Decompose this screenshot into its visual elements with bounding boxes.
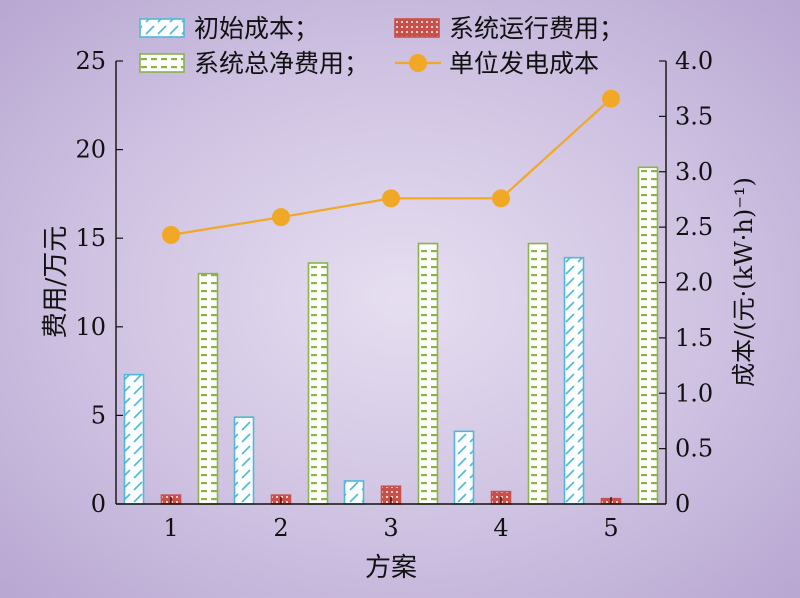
y2-tick-label: 1.0	[675, 379, 713, 407]
point-unit-cost-c3	[382, 189, 400, 208]
y2-tick-label: 3.0	[675, 158, 713, 186]
y-axis-title: 费用/万元	[41, 226, 71, 339]
y-tick-label: 15	[75, 224, 106, 252]
y2-tick-label: 1.5	[675, 324, 713, 352]
legend-label-3: 系统总净费用；	[194, 49, 369, 78]
y2-axis-title: 成本/(元·(kW·h)⁻¹)	[730, 177, 758, 387]
y-tick-label: 20	[75, 136, 106, 164]
point-unit-cost-c4	[492, 189, 510, 208]
legend-label-1: 初始成本；	[194, 14, 319, 43]
bar-s1-c5	[563, 256, 585, 505]
y2-tick-label: 0	[675, 490, 690, 518]
bar-s3-c5	[637, 166, 659, 505]
y-tick-label: 25	[75, 47, 106, 75]
y2-tick-label: 0.5	[675, 435, 713, 463]
x-tick-label: 4	[493, 514, 508, 542]
bar-s3-c3	[417, 242, 439, 505]
x-tick-label: 3	[383, 514, 398, 542]
x-axis-title: 方案	[365, 553, 417, 583]
point-unit-cost-c1	[162, 225, 180, 244]
point-unit-cost-c5	[602, 89, 620, 108]
bar-s3-c4	[527, 242, 549, 505]
bar-s3-c2	[307, 262, 329, 505]
x-tick-label: 5	[603, 514, 618, 542]
bar-s3-c1	[197, 272, 219, 505]
legend-label-4: 单位发电成本	[449, 49, 599, 78]
bar-s1-c4	[453, 430, 475, 505]
point-unit-cost-c2	[272, 208, 290, 227]
series-line-unit-cost	[170, 97, 612, 236]
legend-swatch-2	[394, 18, 440, 38]
bar-s1-c2	[233, 416, 255, 505]
bar-s1-c1	[123, 373, 145, 505]
y2-tick-label: 2.0	[675, 269, 713, 297]
x-tick-label: 1	[163, 514, 178, 542]
y-tick-label: 5	[91, 401, 106, 429]
x-tick-label: 2	[273, 514, 288, 542]
y-tick-label: 0	[91, 490, 106, 518]
legend-label-2: 系统运行费用；	[449, 14, 624, 43]
y-tick-label: 10	[75, 313, 106, 341]
y2-tick-label: 3.5	[675, 102, 713, 130]
legend-swatch-3	[139, 53, 185, 73]
legend-swatch-1	[139, 18, 185, 38]
y2-tick-label: 4.0	[675, 47, 713, 75]
bar-s1-c3	[343, 480, 365, 505]
legend-marker	[409, 54, 427, 72]
y2-tick-label: 2.5	[675, 213, 713, 241]
